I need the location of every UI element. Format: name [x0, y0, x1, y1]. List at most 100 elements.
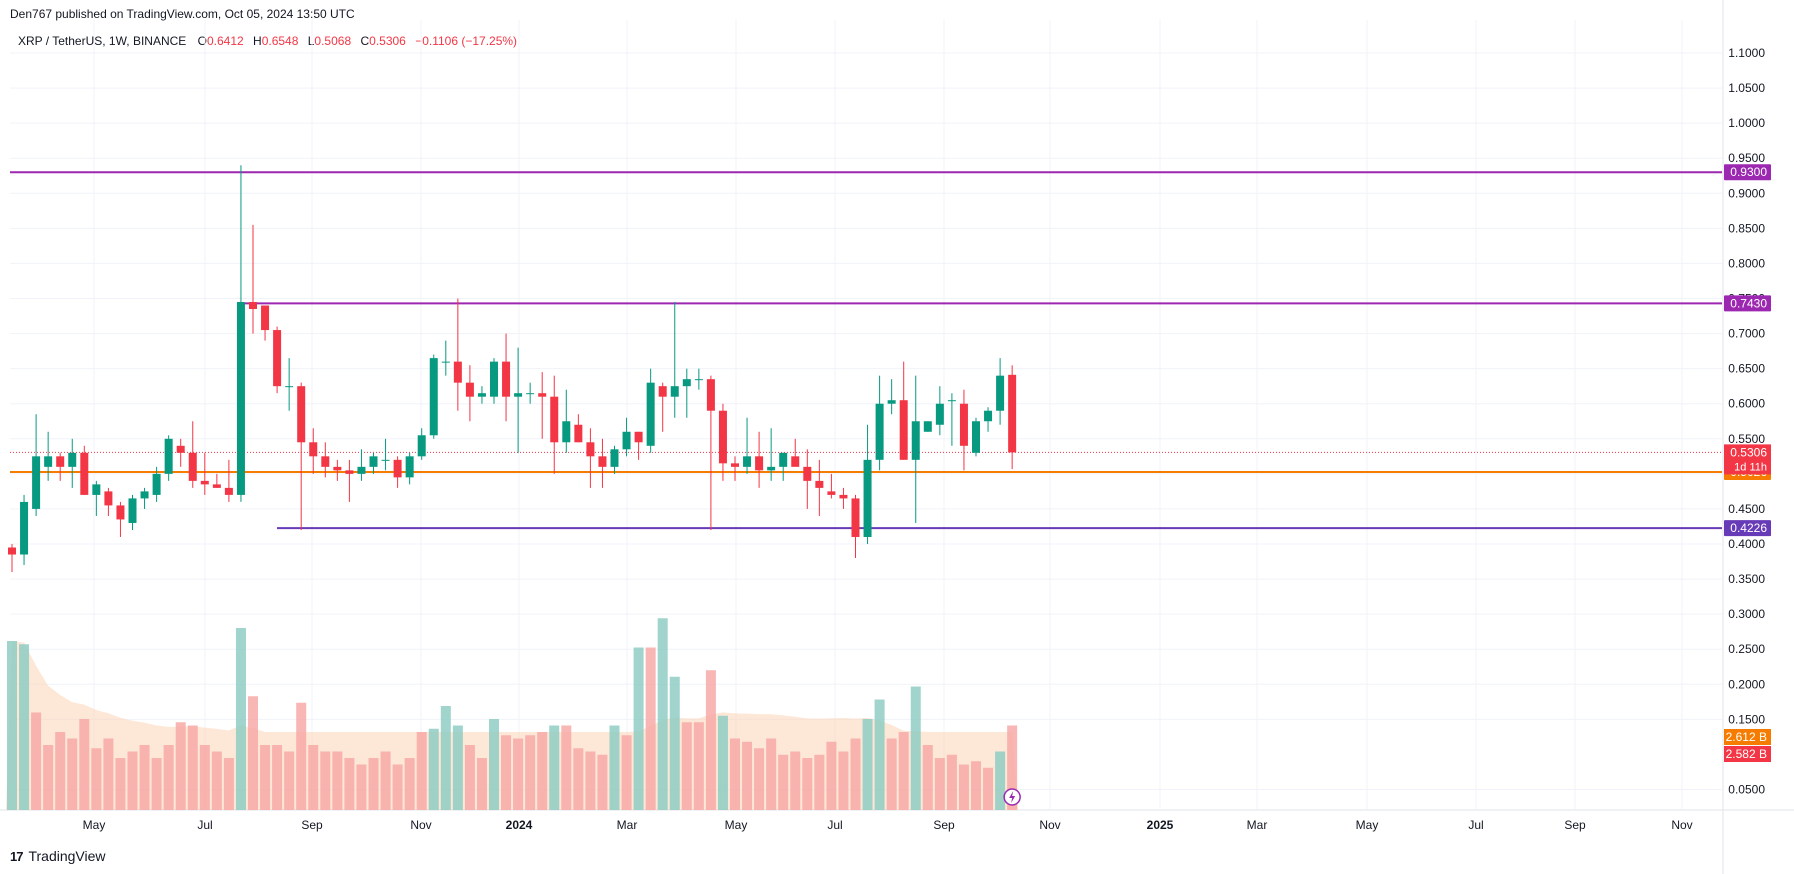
candle-body [984, 410, 993, 422]
volume-bar [272, 745, 283, 810]
volume-bar [91, 748, 102, 810]
volume-bar [513, 738, 524, 810]
volume-label: 2.582 B [1726, 747, 1767, 761]
candle-body [128, 498, 137, 523]
volume-bar [645, 647, 656, 810]
y-tick-label: 0.1500 [1728, 712, 1765, 726]
candle-body [477, 393, 486, 397]
candle-body [755, 456, 764, 471]
candle-body [224, 487, 233, 495]
x-tick-label: Nov [1671, 818, 1692, 832]
volume-bar [320, 751, 331, 810]
candle-body [947, 400, 956, 402]
y-tick-label: 0.2000 [1728, 677, 1765, 691]
volume-bar [103, 738, 114, 810]
x-tick-label: Mar [617, 818, 638, 832]
symbol-name[interactable]: XRP / TetherUS, 1W, BINANCE [18, 34, 187, 48]
candle-body [321, 456, 330, 467]
level-label-bg [1724, 295, 1771, 312]
volume-bar [308, 745, 319, 810]
last-price-label-bg [1724, 444, 1771, 475]
flash-icon-bolt [1009, 791, 1016, 803]
volume-bar [476, 758, 487, 810]
volume-bar [561, 725, 572, 810]
low-label: L [307, 34, 315, 48]
volume-bar [766, 738, 777, 810]
x-tick-label: Jul [1468, 818, 1483, 832]
x-tick-label: 2024 [506, 818, 533, 832]
candle-body [212, 484, 221, 488]
volume-bar [657, 618, 668, 810]
candle-body [538, 393, 547, 397]
volume-bar [585, 751, 596, 810]
volume-bar [332, 751, 343, 810]
volume-bar [621, 735, 632, 810]
candle-body [381, 459, 390, 461]
candle-body [429, 358, 438, 436]
candle-body [634, 431, 643, 443]
y-tick-label: 0.8500 [1728, 221, 1765, 235]
x-tick-label: Sep [301, 818, 323, 832]
candle-body [32, 456, 41, 509]
volume-bar [742, 741, 753, 810]
volume-bar [862, 719, 873, 810]
candle-body [261, 305, 270, 331]
volume-bar [501, 735, 512, 810]
candle-body [80, 452, 89, 495]
volume-bar [139, 745, 150, 810]
candle-body [188, 452, 197, 481]
candle-body [550, 396, 559, 443]
level-label-bg [1724, 164, 1771, 181]
x-tick-label: Sep [1564, 818, 1586, 832]
y-tick-label: 0.0500 [1728, 783, 1765, 797]
candle-body [718, 410, 727, 464]
volume-bar [19, 644, 30, 810]
candle-body [8, 547, 16, 555]
volume-bar [934, 758, 945, 810]
last-price-label: 0.5306 [1730, 445, 1767, 459]
volume-bar [633, 647, 644, 810]
volume-label: 2.612 B [1726, 730, 1767, 744]
open-label: O [197, 34, 207, 48]
volume-bar [296, 702, 307, 810]
candle-body [164, 438, 173, 474]
y-tick-label: 0.9000 [1728, 186, 1765, 200]
candle-body [743, 456, 752, 467]
candle-body [899, 400, 908, 460]
volume-bar [199, 745, 210, 810]
candle-body [236, 302, 245, 495]
tradingview-brand[interactable]: 17 TradingView [10, 848, 106, 864]
volume-bar [440, 706, 451, 810]
candle-body [646, 382, 655, 446]
candle-body [92, 484, 101, 495]
candle-body [273, 330, 282, 387]
y-tick-label: 0.6000 [1728, 397, 1765, 411]
y-tick-label: 0.6500 [1728, 362, 1765, 376]
published-by: Den767 published on TradingView.com, Oct… [10, 7, 355, 21]
x-tick-label: 2025 [1147, 818, 1174, 832]
x-tick-label: Sep [933, 818, 955, 832]
volume-bar [368, 758, 379, 810]
tradingview-logo-icon: 17 [10, 848, 24, 864]
countdown-label: 1d 11h [1734, 461, 1767, 473]
volume-bar [428, 728, 439, 810]
candle-body [140, 491, 149, 499]
volume-bar [609, 725, 620, 810]
x-tick-label: Nov [410, 818, 431, 832]
y-tick-label: 0.4000 [1728, 537, 1765, 551]
y-tick-label: 0.7000 [1728, 327, 1765, 341]
volume-bar [850, 738, 861, 810]
volume-bar [802, 758, 813, 810]
candle-body [731, 463, 739, 467]
candle-body [694, 379, 703, 381]
candle-body [562, 421, 571, 443]
volume-bar [284, 751, 295, 810]
x-tick-label: Jul [827, 818, 842, 832]
candle-body [610, 449, 619, 467]
y-tick-label: 0.3500 [1728, 572, 1765, 586]
candle-body [887, 400, 896, 404]
volume-bar [151, 758, 162, 810]
volume-bar [971, 761, 981, 810]
x-tick-label: Nov [1039, 818, 1060, 832]
